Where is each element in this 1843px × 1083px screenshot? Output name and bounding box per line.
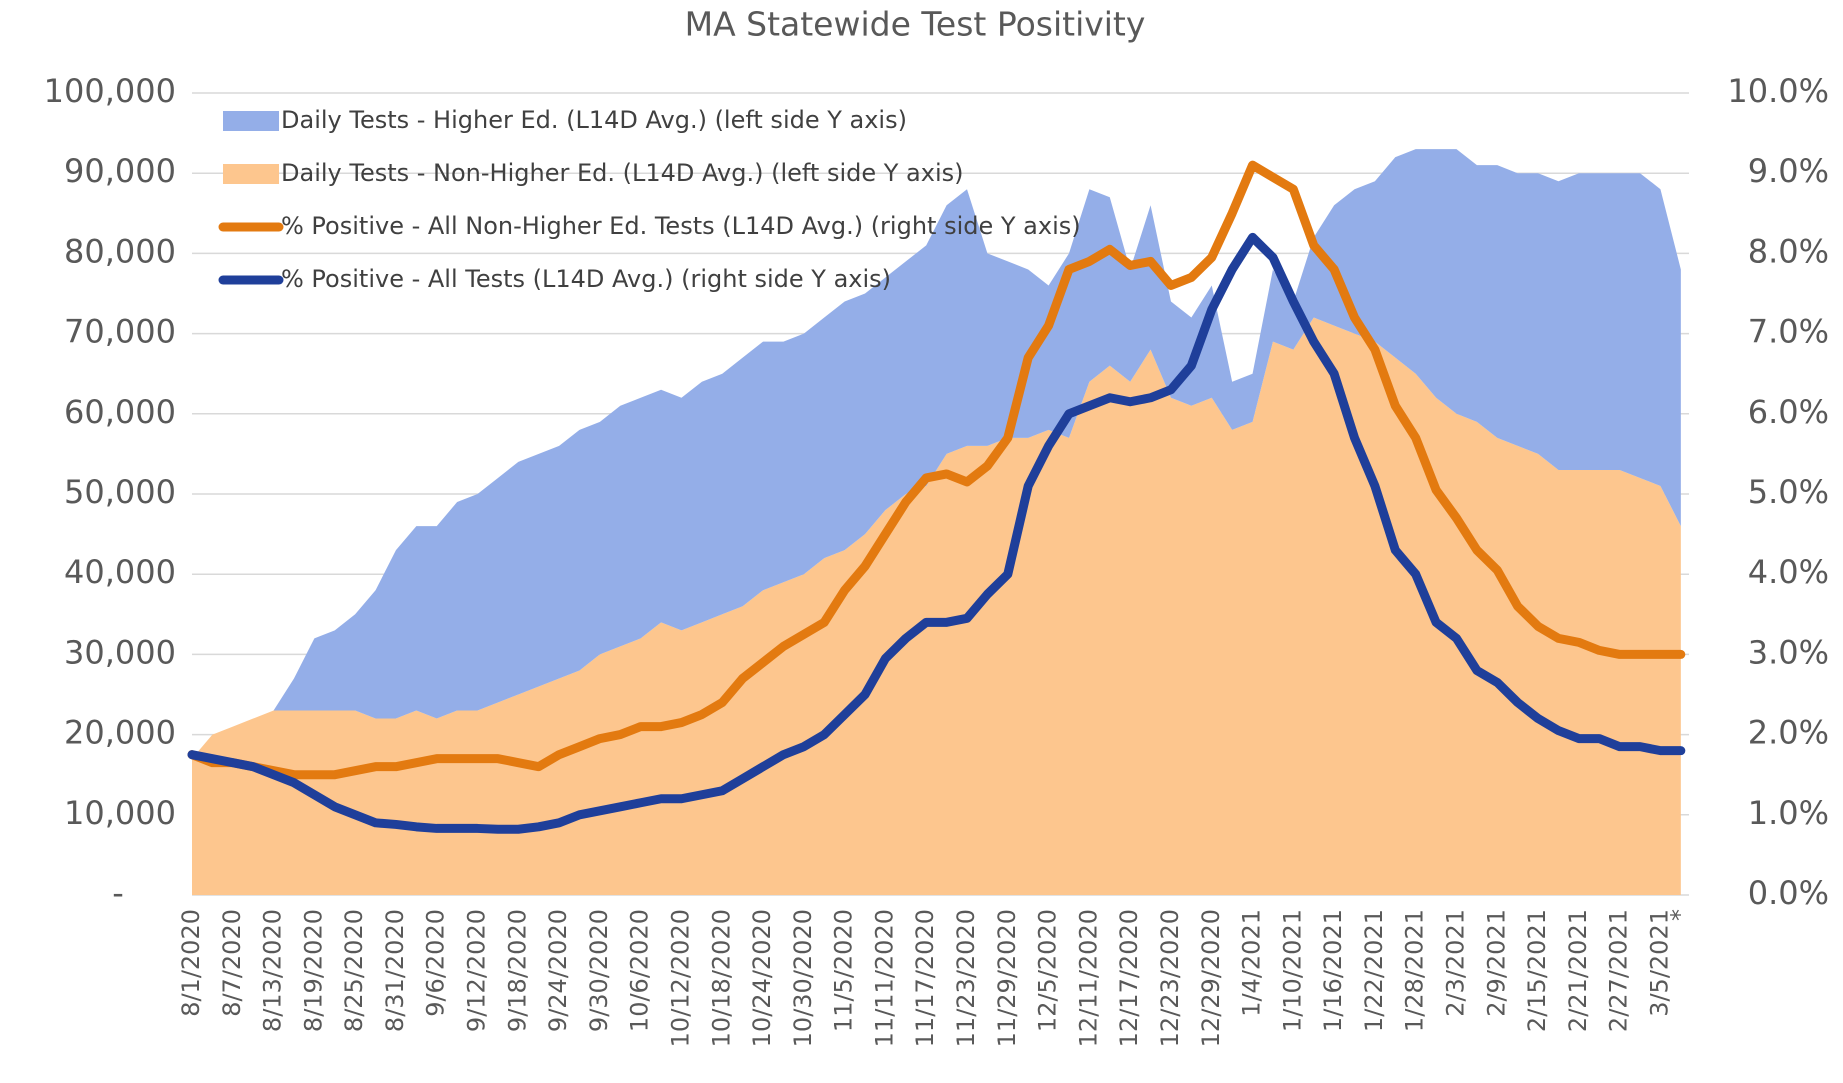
- x-tick-label: 8/25/2020: [340, 909, 368, 1032]
- y2-tick-label: 4.0%: [1748, 553, 1829, 591]
- y2-tick-label: 2.0%: [1748, 714, 1829, 752]
- x-tick-label: 1/16/2021: [1319, 909, 1347, 1032]
- x-tick-label: 10/12/2020: [666, 909, 694, 1047]
- x-tick-label: 10/30/2020: [789, 909, 817, 1047]
- x-tick-label: 2/15/2021: [1523, 909, 1551, 1032]
- x-tick-label: 2/27/2021: [1605, 909, 1633, 1032]
- y-tick-label: 20,000: [64, 714, 176, 752]
- x-tick-label: 9/6/2020: [422, 909, 450, 1017]
- legend-label: Daily Tests - Non-Higher Ed. (L14D Avg.)…: [281, 159, 963, 187]
- legend: Daily Tests - Higher Ed. (L14D Avg.) (le…: [218, 106, 1081, 293]
- y2-tick-label: 8.0%: [1748, 232, 1829, 270]
- x-tick-label: 8/31/2020: [381, 909, 409, 1032]
- x-tick-label: 10/18/2020: [707, 909, 735, 1047]
- legend-label: % Positive - All Tests (L14D Avg.) (righ…: [281, 265, 891, 293]
- x-tick-label: 9/18/2020: [503, 909, 531, 1032]
- y2-tick-label: 6.0%: [1748, 393, 1829, 431]
- x-tick-label: 12/11/2020: [1074, 909, 1102, 1047]
- y2-tick-label: 10.0%: [1727, 72, 1829, 110]
- y-tick-label: 60,000: [64, 393, 176, 431]
- x-tick-label: *: [1666, 909, 1694, 921]
- chart-title: MA Statewide Test Positivity: [685, 5, 1146, 44]
- x-tick-label: 1/22/2021: [1360, 909, 1388, 1032]
- y-tick-label: 30,000: [64, 633, 176, 671]
- x-tick-label: 2/9/2021: [1482, 909, 1510, 1017]
- y2-tick-label: 9.0%: [1748, 152, 1829, 190]
- x-tick-label: 2/21/2021: [1564, 909, 1592, 1032]
- x-tick-label: 10/24/2020: [748, 909, 776, 1047]
- x-tick-label: 9/24/2020: [544, 909, 572, 1032]
- x-tick-label: 1/10/2021: [1278, 909, 1306, 1032]
- y-tick-label: 90,000: [64, 152, 176, 190]
- x-tick-label: 8/7/2020: [218, 909, 246, 1017]
- y2-tick-label: 3.0%: [1748, 633, 1829, 671]
- y2-tick-label: 7.0%: [1748, 313, 1829, 351]
- x-tick-label: 11/23/2020: [952, 909, 980, 1047]
- x-tick-label: 12/23/2020: [1156, 909, 1184, 1047]
- x-tick-label: 1/28/2021: [1401, 909, 1429, 1032]
- x-tick-label: 3/5/2021: [1645, 909, 1673, 1017]
- legend-swatch: [223, 111, 279, 131]
- x-tick-label: 8/13/2020: [259, 909, 287, 1032]
- x-tick-label: 8/1/2020: [177, 909, 205, 1017]
- x-tick-label: 11/17/2020: [911, 909, 939, 1047]
- y-tick-label: -: [112, 874, 124, 912]
- x-tick-label: 10/6/2020: [626, 909, 654, 1032]
- x-tick-label: 8/19/2020: [299, 909, 327, 1032]
- x-tick-label: 12/17/2020: [1115, 909, 1143, 1047]
- legend-swatch: [223, 164, 279, 184]
- x-tick-label: 2/3/2021: [1441, 909, 1469, 1017]
- y2-tick-label: 5.0%: [1748, 473, 1829, 511]
- legend-label: Daily Tests - Higher Ed. (L14D Avg.) (le…: [281, 106, 907, 134]
- x-tick-label: 11/29/2020: [993, 909, 1021, 1047]
- legend-label: % Positive - All Non-Higher Ed. Tests (L…: [281, 212, 1081, 240]
- area: [192, 149, 1681, 759]
- x-tick-label: 9/12/2020: [463, 909, 491, 1032]
- x-tick-label: 12/29/2020: [1197, 909, 1225, 1047]
- y-tick-label: 70,000: [64, 313, 176, 351]
- line: [187, 232, 1686, 834]
- x-tick-label: 11/11/2020: [870, 909, 898, 1047]
- y-tick-label: 40,000: [64, 553, 176, 591]
- x-tick-label: 9/30/2020: [585, 909, 613, 1032]
- y-tick-label: 100,000: [44, 72, 176, 110]
- x-tick-label: 1/4/2021: [1238, 909, 1266, 1017]
- y-tick-label: 10,000: [64, 794, 176, 832]
- axes: - 10,000 20,000 30,000 40,000 50,000 60,000 70,…: [44, 72, 1829, 1047]
- x-tick-label: 12/5/2020: [1034, 909, 1062, 1032]
- line: [187, 160, 1686, 780]
- y-tick-label: 80,000: [64, 232, 176, 270]
- y-tick-label: 50,000: [64, 473, 176, 511]
- y2-tick-label: 0.0%: [1748, 874, 1829, 912]
- x-tick-label: 11/5/2020: [830, 909, 858, 1032]
- lines: [187, 160, 1686, 834]
- y2-tick-label: 1.0%: [1748, 794, 1829, 832]
